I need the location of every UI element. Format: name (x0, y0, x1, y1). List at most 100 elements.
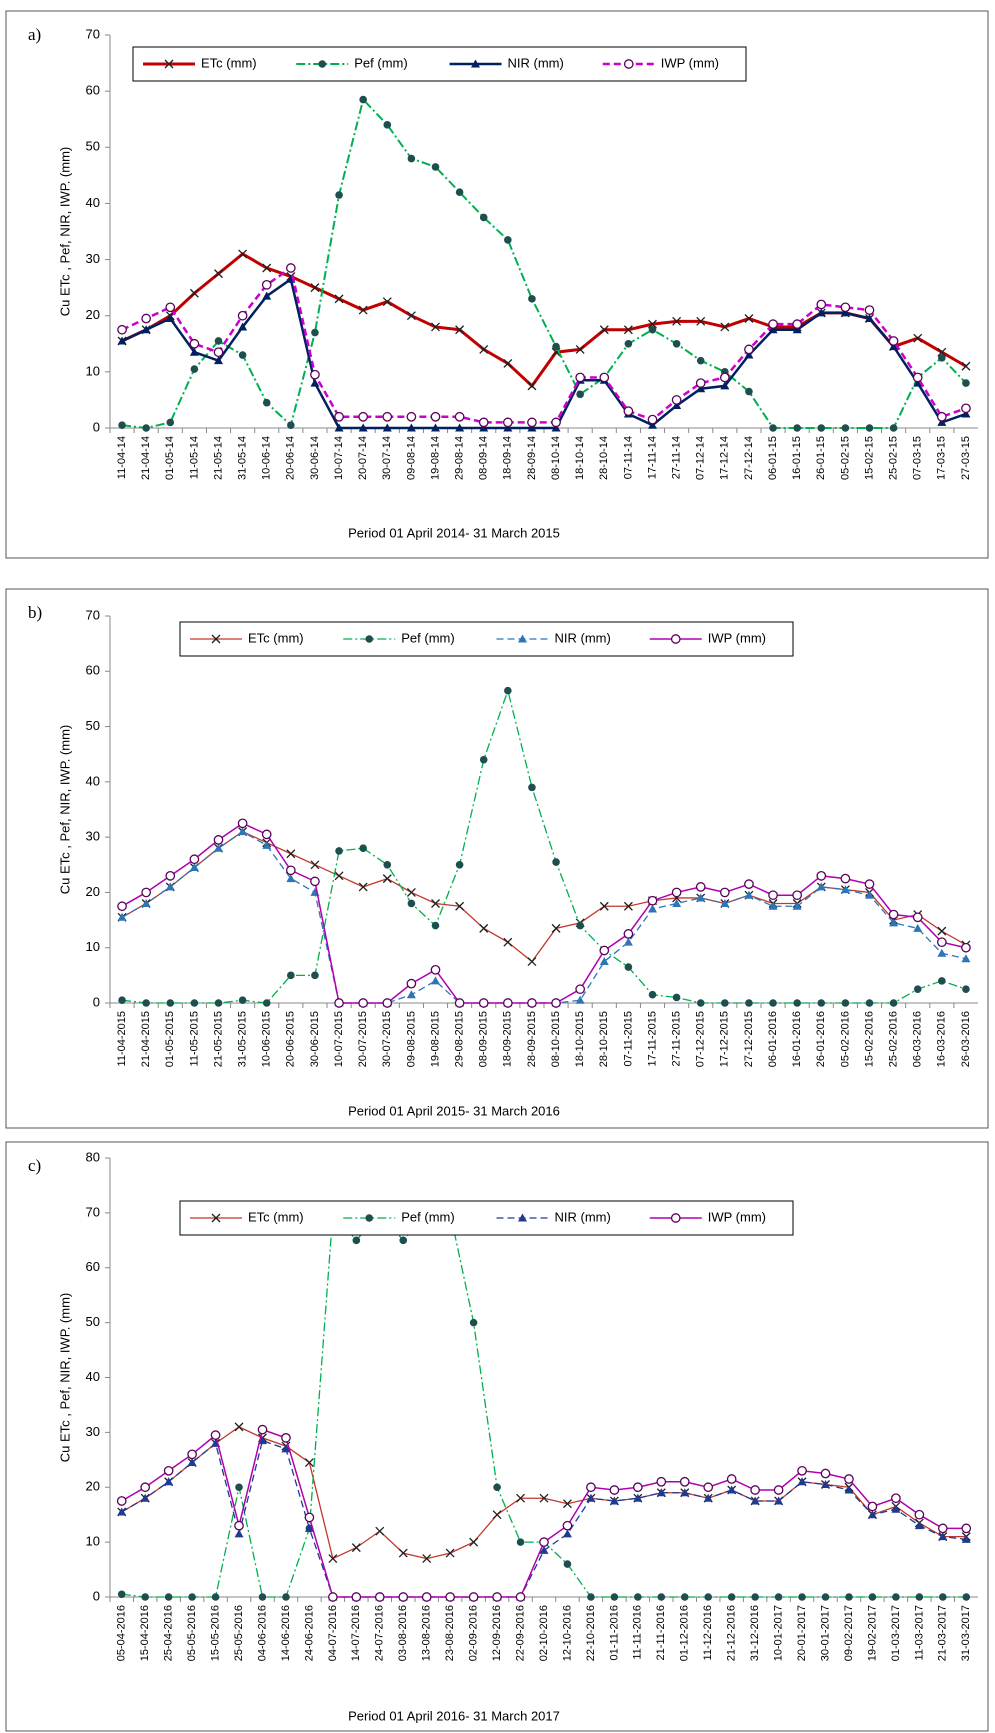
x-tick-label: 05-04-2016 (116, 1605, 128, 1661)
marker (431, 163, 440, 171)
x-tick-label: 09-02-2017 (843, 1605, 855, 1661)
marker (961, 361, 971, 371)
y-tick-label: 50 (86, 1314, 100, 1329)
x-tick-label: 22-10-2016 (585, 1605, 597, 1661)
marker (704, 1593, 713, 1601)
marker (117, 324, 127, 335)
marker (430, 411, 441, 422)
marker (503, 358, 513, 368)
x-tick-label: 18-09-2015 (502, 1011, 514, 1067)
marker (961, 1534, 971, 1543)
x-tick-label: 10-07-14 (333, 436, 345, 480)
marker (164, 1477, 174, 1486)
y-tick-label: 30 (86, 251, 100, 266)
marker (745, 999, 753, 1007)
marker (454, 411, 465, 422)
marker (913, 333, 923, 343)
marker (744, 879, 754, 889)
marker (844, 1485, 854, 1494)
x-tick-label: 08-10-14 (550, 436, 562, 480)
marker (623, 406, 634, 417)
marker (891, 1504, 901, 1513)
marker (382, 411, 393, 422)
marker (720, 381, 730, 390)
marker (328, 1592, 338, 1602)
marker (551, 417, 561, 428)
marker (792, 325, 802, 334)
marker (358, 882, 368, 892)
x-tick-label: 19-08-2015 (429, 1011, 441, 1067)
x-tick-label: 17-11-2015 (646, 1011, 658, 1066)
marker (528, 783, 536, 792)
marker (679, 1476, 690, 1487)
x-tick-label: 08-10-2015 (550, 1011, 562, 1067)
marker (142, 424, 150, 432)
x-axis-title: Period 01 April 2014- 31 March 2015 (348, 525, 560, 540)
marker (769, 999, 777, 1007)
marker (576, 921, 584, 930)
marker (382, 423, 392, 432)
marker (703, 1482, 714, 1493)
marker (937, 347, 947, 357)
marker (310, 283, 320, 293)
marker (696, 356, 705, 365)
marker (334, 871, 344, 881)
marker (773, 1485, 784, 1495)
marker (914, 1509, 925, 1520)
y-tick-label: 60 (86, 1259, 100, 1274)
x-axis-title: Period 01 April 2016- 31 March 2017 (348, 1708, 560, 1723)
marker (527, 381, 537, 391)
marker (187, 1449, 197, 1460)
y-tick-label: 50 (86, 139, 100, 154)
x-tick-label: 01-12-2016 (679, 1605, 691, 1661)
marker (599, 945, 610, 956)
marker (774, 1593, 783, 1601)
marker (864, 879, 875, 889)
marker (913, 923, 923, 932)
x-tick-label: 28-10-14 (598, 436, 610, 480)
marker (238, 249, 248, 259)
legend-label: ETc (mm) (248, 630, 304, 645)
marker (281, 1444, 291, 1453)
marker (562, 1499, 572, 1509)
marker (334, 423, 344, 432)
y-tick-label: 60 (86, 663, 100, 678)
marker (335, 191, 343, 199)
x-tick-label: 30-07-2015 (381, 1011, 393, 1067)
marker (117, 336, 127, 345)
marker (633, 1493, 643, 1502)
chart-panel: b) 0 10 20 30 40 50 60 70 11-04-2015 21-04-2015 01-… (5, 588, 989, 1129)
marker (234, 1422, 244, 1432)
x-tick-label: 18-10-14 (574, 436, 586, 480)
marker (455, 325, 465, 335)
marker (164, 1593, 173, 1601)
marker (936, 411, 947, 422)
marker (479, 755, 488, 764)
x-tick-label: 07-11-14 (622, 436, 634, 479)
marker (680, 1593, 689, 1601)
marker (262, 263, 272, 273)
marker (190, 365, 199, 373)
chart-panel: a) 0 10 20 30 40 50 60 70 11-04-14 21-04-14 01-05-1… (5, 10, 989, 559)
marker (695, 378, 706, 388)
marker (865, 999, 874, 1007)
marker (516, 1538, 525, 1546)
marker (189, 347, 199, 356)
marker (214, 337, 223, 345)
marker (334, 294, 344, 304)
marker (359, 95, 367, 104)
x-tick-label: 15-02-15 (863, 436, 875, 480)
legend-marker (670, 1213, 681, 1223)
legend-marker (164, 59, 174, 69)
marker (576, 390, 584, 399)
marker (719, 887, 730, 898)
marker (703, 1493, 713, 1502)
marker (492, 1592, 502, 1602)
x-tick-label: 29-08-14 (454, 436, 466, 480)
marker (671, 887, 682, 898)
x-tick-label: 15-04-2016 (139, 1605, 151, 1661)
x-tick-label: 30-01-2017 (819, 1605, 831, 1661)
y-tick-label: 50 (86, 718, 100, 733)
x-tick-label: 31-12-2016 (749, 1605, 761, 1661)
